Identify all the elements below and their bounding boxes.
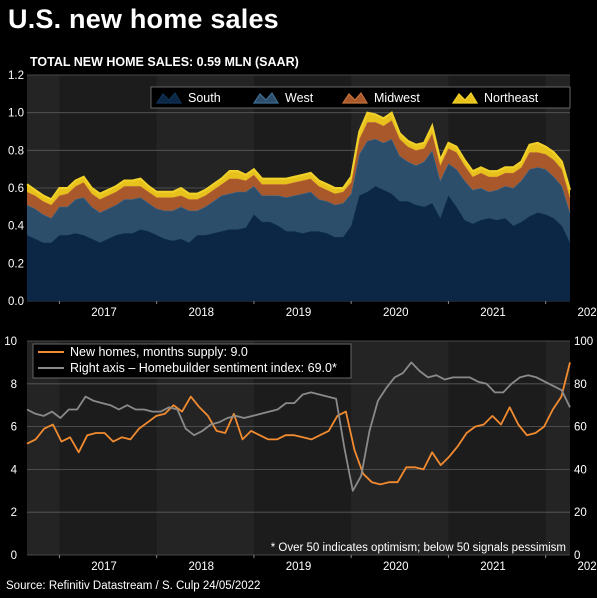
left-ytick-label: 2 [11,507,17,519]
bottom-xtick-label: 2022 [577,561,597,573]
top-ytick-label: 1.0 [8,108,24,120]
top-ytick-label: 0.6 [8,183,24,195]
bottom-xtick-label: 2019 [286,561,312,573]
left-ytick-label: 8 [11,379,17,391]
line-sentiment-index [26,361,571,492]
source-note: Source: Refinitiv Datastream / S. Culp 2… [6,580,261,592]
left-ytick-label: 6 [11,422,17,434]
right-ytick-label: 60 [574,422,587,434]
left-ytick-label: 4 [11,464,18,476]
legend-swatch-south [155,91,183,104]
bottom-legend: New homes, months supply: 9.0 Right axis … [32,343,352,379]
legend-label-northeast: Northeast [484,91,539,105]
top-legend: South West Midwest Northeast [150,86,571,109]
top-xtick-label: 2020 [383,307,409,319]
top-xtick-label: 2019 [286,307,312,319]
right-ytick-label: 40 [574,464,587,476]
area-west [27,139,570,243]
legend-swatch-west [252,91,280,104]
top-xtick-label: 2021 [480,307,506,319]
chart-subtitle: TOTAL NEW HOME SALES: 0.59 MLN (SAAR) [30,55,299,69]
top-ytick-label: 0.2 [8,258,24,270]
legend-label-south: South [188,91,221,105]
bottom-legend-box [32,343,352,379]
top-ytick-label: 1.2 [8,70,24,82]
legend-label-west: West [285,91,314,105]
area-edge-northeast [26,111,571,201]
top-ytick-label: 0.8 [8,145,24,157]
top-ytick-label: 0.0 [8,296,24,308]
top-xtick-label: 2017 [91,307,117,319]
area-south [27,186,570,301]
left-ytick-label: 10 [4,336,17,348]
right-ytick-label: 0 [574,550,580,562]
line-months-supply [26,362,571,486]
top-xtick-label: 2022 [577,307,597,319]
right-ytick-label: 80 [574,379,587,391]
legend-label-midwest: Midwest [374,91,420,105]
right-ytick-label: 20 [574,507,587,519]
legend-label-supply: New homes, months supply: 9.0 [70,345,248,359]
footnote: * Over 50 indicates optimism; below 50 s… [271,542,566,554]
top-ytick-label: 0.4 [8,221,25,233]
legend-swatch-northeast [451,91,479,104]
left-ytick-label: 0 [11,550,17,562]
legend-label-sentiment: Right axis – Homebuilder sentiment index… [70,361,337,375]
chart-title: U.S. new home sales [8,4,279,34]
legend-swatch-midwest [341,91,369,104]
right-ytick-label: 100 [574,336,593,348]
bottom-xtick-label: 2020 [383,561,409,573]
bottom-xtick-label: 2021 [480,561,506,573]
bottom-xtick-label: 2017 [91,561,117,573]
year-band-2021 [448,341,546,555]
top-xtick-label: 2018 [188,307,214,319]
bottom-xtick-label: 2018 [188,561,214,573]
area-midwest [27,120,570,219]
